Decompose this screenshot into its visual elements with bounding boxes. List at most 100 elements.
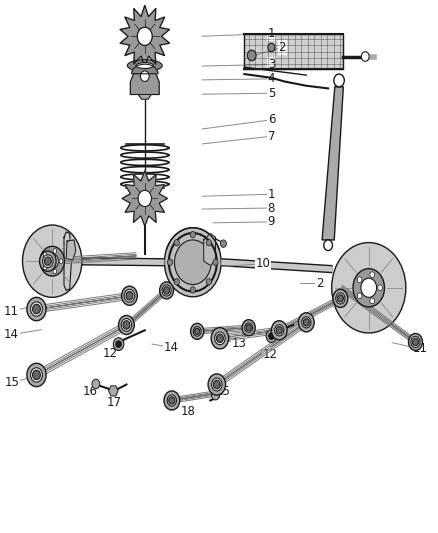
- Circle shape: [22, 225, 82, 297]
- Circle shape: [116, 341, 121, 348]
- Circle shape: [174, 239, 180, 246]
- Circle shape: [275, 325, 284, 336]
- Circle shape: [31, 302, 42, 316]
- Polygon shape: [66, 240, 76, 260]
- Polygon shape: [109, 386, 118, 396]
- Text: 7: 7: [268, 130, 275, 143]
- Circle shape: [126, 292, 133, 300]
- Text: 3: 3: [268, 58, 275, 71]
- Circle shape: [27, 297, 46, 321]
- Circle shape: [302, 317, 311, 328]
- Circle shape: [92, 379, 100, 389]
- Circle shape: [211, 328, 229, 349]
- Circle shape: [332, 243, 406, 333]
- Circle shape: [119, 316, 134, 335]
- Ellipse shape: [127, 60, 162, 71]
- Circle shape: [220, 240, 226, 247]
- Text: 14: 14: [163, 341, 178, 354]
- Text: 16: 16: [83, 385, 98, 399]
- Circle shape: [298, 313, 314, 332]
- Polygon shape: [122, 171, 167, 226]
- Polygon shape: [120, 5, 170, 67]
- Circle shape: [361, 52, 369, 61]
- Circle shape: [138, 190, 152, 207]
- Text: 5: 5: [268, 87, 275, 100]
- Text: 10: 10: [255, 257, 270, 270]
- Circle shape: [113, 338, 124, 351]
- Circle shape: [164, 391, 180, 410]
- Circle shape: [40, 246, 64, 276]
- Circle shape: [123, 321, 130, 329]
- Circle shape: [206, 279, 212, 285]
- Text: 8: 8: [268, 201, 275, 214]
- Circle shape: [216, 334, 223, 343]
- Circle shape: [276, 327, 283, 334]
- Circle shape: [272, 321, 287, 340]
- Circle shape: [137, 27, 152, 45]
- Circle shape: [43, 253, 47, 257]
- Ellipse shape: [136, 62, 153, 68]
- Circle shape: [191, 324, 204, 340]
- Circle shape: [164, 228, 221, 297]
- Polygon shape: [322, 87, 343, 240]
- Circle shape: [411, 336, 420, 348]
- FancyBboxPatch shape: [339, 269, 361, 306]
- Text: 12: 12: [263, 348, 278, 361]
- Circle shape: [121, 319, 132, 332]
- Circle shape: [159, 282, 173, 299]
- Text: 11: 11: [412, 342, 427, 356]
- Polygon shape: [132, 64, 158, 74]
- Circle shape: [245, 323, 253, 333]
- Circle shape: [124, 289, 135, 302]
- Polygon shape: [244, 34, 343, 69]
- Text: 1: 1: [268, 27, 275, 40]
- Circle shape: [174, 279, 180, 285]
- Circle shape: [42, 255, 53, 268]
- Circle shape: [242, 320, 255, 336]
- Circle shape: [337, 295, 343, 302]
- Circle shape: [27, 364, 46, 386]
- Text: 13: 13: [231, 337, 246, 350]
- Circle shape: [212, 378, 222, 391]
- Polygon shape: [138, 94, 151, 99]
- Circle shape: [370, 272, 374, 278]
- Circle shape: [378, 285, 382, 290]
- Circle shape: [213, 380, 220, 389]
- Polygon shape: [64, 232, 71, 290]
- Circle shape: [212, 390, 219, 400]
- Circle shape: [46, 254, 58, 269]
- Text: 14: 14: [4, 328, 19, 341]
- Circle shape: [370, 298, 374, 304]
- Circle shape: [134, 63, 155, 90]
- Text: 2: 2: [316, 277, 323, 290]
- Circle shape: [39, 251, 56, 271]
- Circle shape: [215, 332, 225, 345]
- Circle shape: [162, 285, 171, 296]
- Circle shape: [169, 397, 175, 404]
- Circle shape: [32, 370, 40, 379]
- Polygon shape: [131, 74, 159, 94]
- Circle shape: [246, 325, 251, 331]
- Circle shape: [269, 333, 274, 340]
- Circle shape: [190, 231, 195, 238]
- Circle shape: [213, 259, 218, 265]
- Circle shape: [324, 240, 332, 251]
- Circle shape: [357, 277, 362, 282]
- Circle shape: [361, 278, 377, 297]
- Polygon shape: [204, 233, 215, 265]
- Text: 15: 15: [4, 376, 19, 389]
- Text: 2: 2: [279, 41, 286, 54]
- Circle shape: [174, 240, 211, 285]
- Circle shape: [353, 269, 385, 307]
- Text: 18: 18: [181, 405, 196, 417]
- Circle shape: [32, 304, 40, 314]
- Circle shape: [266, 330, 277, 343]
- Text: 1: 1: [268, 188, 275, 201]
- Circle shape: [163, 287, 170, 294]
- Circle shape: [333, 289, 348, 308]
- Circle shape: [247, 50, 256, 61]
- Circle shape: [336, 293, 345, 304]
- Circle shape: [167, 259, 173, 265]
- Circle shape: [268, 43, 275, 52]
- Text: 9: 9: [268, 215, 275, 228]
